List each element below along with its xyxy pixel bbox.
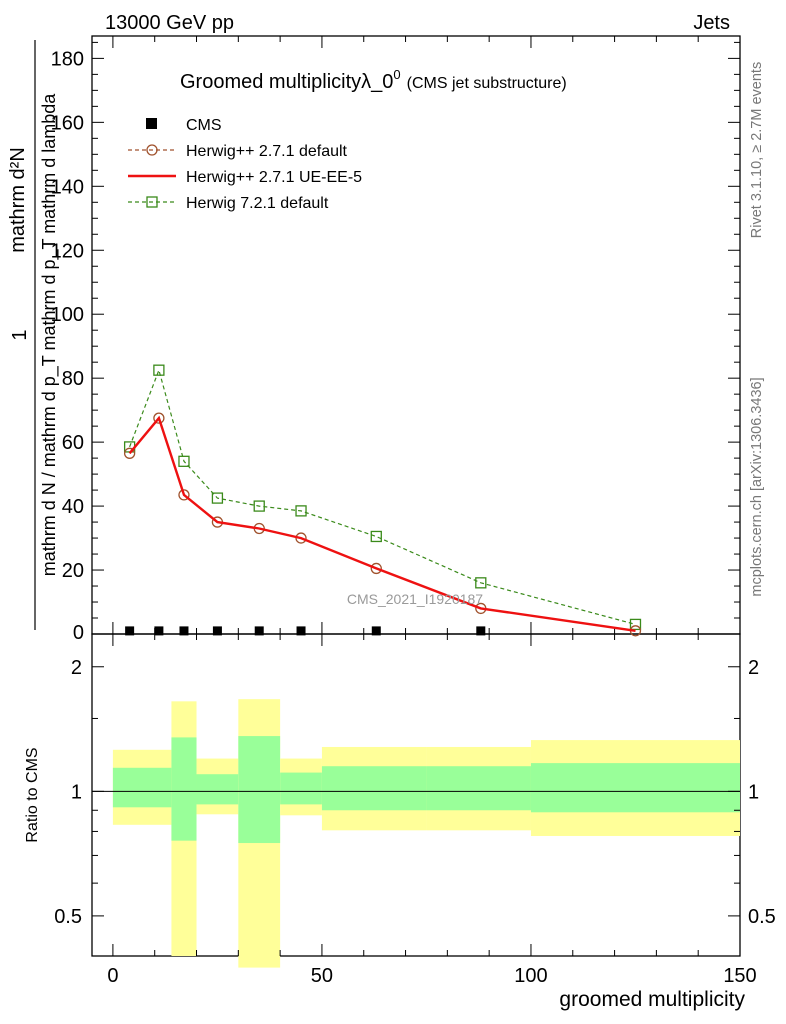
legend: CMS Herwig++ 2.7.1 default Herwig++ 2.7.… — [128, 117, 362, 212]
series-3-point-6 — [370, 530, 382, 543]
main-ytick-label-160: 160 — [51, 112, 84, 134]
legend-label-herwig7-default: Herwig 7.2.1 default — [186, 195, 329, 212]
series-0-point-7 — [476, 626, 486, 636]
ratio-inner-band-5 — [321, 766, 427, 811]
ratio-inner-band-3 — [238, 736, 281, 844]
series-0-point-1 — [154, 626, 164, 636]
series-0-point-6 — [371, 626, 381, 636]
analysis-watermark: CMS_2021_I1920187 — [347, 591, 483, 607]
ratio-xtick-label-50: 50 — [311, 965, 333, 987]
main-ytick-label-40: 40 — [62, 496, 84, 518]
main-ytick-label-60: 60 — [62, 432, 84, 454]
ratio-inner-band-6 — [426, 766, 531, 811]
ratio-ytick-label-left-2: 2 — [71, 657, 82, 679]
series-3-point-3 — [211, 492, 224, 504]
legend-label-herwigpp-ueee5: Herwig++ 2.7.1 UE-EE-5 — [186, 169, 362, 186]
series-1-point-0 — [123, 447, 136, 459]
x-axis-label: groomed multiplicity — [559, 988, 745, 1011]
ratio-inner-band-2 — [196, 774, 239, 805]
main-ytick-label-0: 0 — [73, 622, 84, 644]
ratio-ytick-label-right-1: 1 — [748, 781, 759, 803]
series-0-point-2 — [179, 626, 189, 636]
main-ytick-label-80: 80 — [62, 368, 84, 390]
y-label-numerator: mathrm d²N — [7, 147, 29, 253]
y-label-numerator-one: 1 — [9, 329, 31, 340]
series-1-point-2 — [178, 489, 190, 501]
main-ytick-label-140: 140 — [51, 176, 84, 198]
series-3-line — [129, 368, 636, 625]
ratio-xtick-label-150: 150 — [723, 965, 756, 987]
series-3-point-1 — [153, 364, 165, 376]
series-0-point-4 — [254, 626, 264, 636]
legend-label-cms: CMS — [186, 117, 222, 134]
ratio-axis-ticks: 0.5 0.5 1 1 2 2 0 50 100 150 — [54, 634, 776, 987]
ratio-ytick-label-right-0.5: 0.5 — [748, 906, 776, 928]
header-energy-label: 13000 GeV pp — [105, 12, 234, 34]
ratio-inner-band-7 — [530, 763, 740, 813]
ratio-uncertainty-bands — [112, 699, 740, 968]
ratio-y-axis-label: Ratio to CMS — [24, 747, 41, 842]
main-ytick-label-180: 180 — [51, 48, 84, 70]
ratio-ytick-label-left-0.5: 0.5 — [54, 906, 82, 928]
series-3-point-8 — [629, 618, 642, 631]
series-1-point-1 — [153, 412, 165, 424]
legend-label-herwigpp-default: Herwig++ 2.7.1 default — [186, 143, 348, 160]
ratio-ytick-label-right-2: 2 — [748, 657, 759, 679]
series-1-point-6 — [370, 562, 382, 575]
ratio-inner-band-1 — [171, 737, 197, 841]
main-y-axis-label-top: mathrm d²N — [7, 147, 29, 253]
ratio-xtick-label-0: 0 — [107, 965, 118, 987]
ratio-inner-band-4 — [280, 772, 322, 805]
series-2-line — [128, 415, 636, 632]
series-3-point-7 — [475, 577, 487, 589]
series-0-point-5 — [296, 626, 306, 636]
main-y-axis-label: 1 mathrm d N / mathrm d p_T mathrm d p_T… — [9, 40, 60, 630]
series-0-point-3 — [212, 626, 222, 636]
main-axis-ticks: 20 40 60 80 100 120 140 160 180 0 — [51, 36, 741, 644]
series-3-point-5 — [295, 505, 307, 517]
plot-title: Groomed multiplicityλ_00(CMS jet substru… — [180, 67, 567, 93]
series-0-point-0 — [125, 626, 135, 636]
series-3-point-2 — [178, 455, 190, 467]
rivet-version-label: Rivet 3.1.10, ≥ 2.7M events — [749, 62, 765, 238]
ratio-xtick-label-100: 100 — [514, 965, 547, 987]
legend-marker-cms — [146, 118, 157, 129]
legend-marker-herwig7-default — [146, 196, 158, 208]
legend-marker-herwigpp-default — [146, 144, 158, 156]
ratio-ytick-label-left-1: 1 — [71, 781, 82, 803]
main-ytick-label-100: 100 — [51, 304, 84, 326]
ratio-inner-band-0 — [112, 767, 172, 808]
series-layer — [123, 364, 642, 637]
mcplots-credit-label: mcplots.cern.ch [arXiv:1306.3436] — [749, 377, 765, 596]
y-label-denominator: mathrm d N / mathrm d p_T mathrm d p_T m… — [39, 93, 60, 576]
main-ytick-label-20: 20 — [62, 560, 84, 582]
header-jets-label: Jets — [693, 12, 730, 34]
series-3-point-4 — [253, 500, 265, 512]
main-ytick-label-120: 120 — [51, 240, 84, 262]
